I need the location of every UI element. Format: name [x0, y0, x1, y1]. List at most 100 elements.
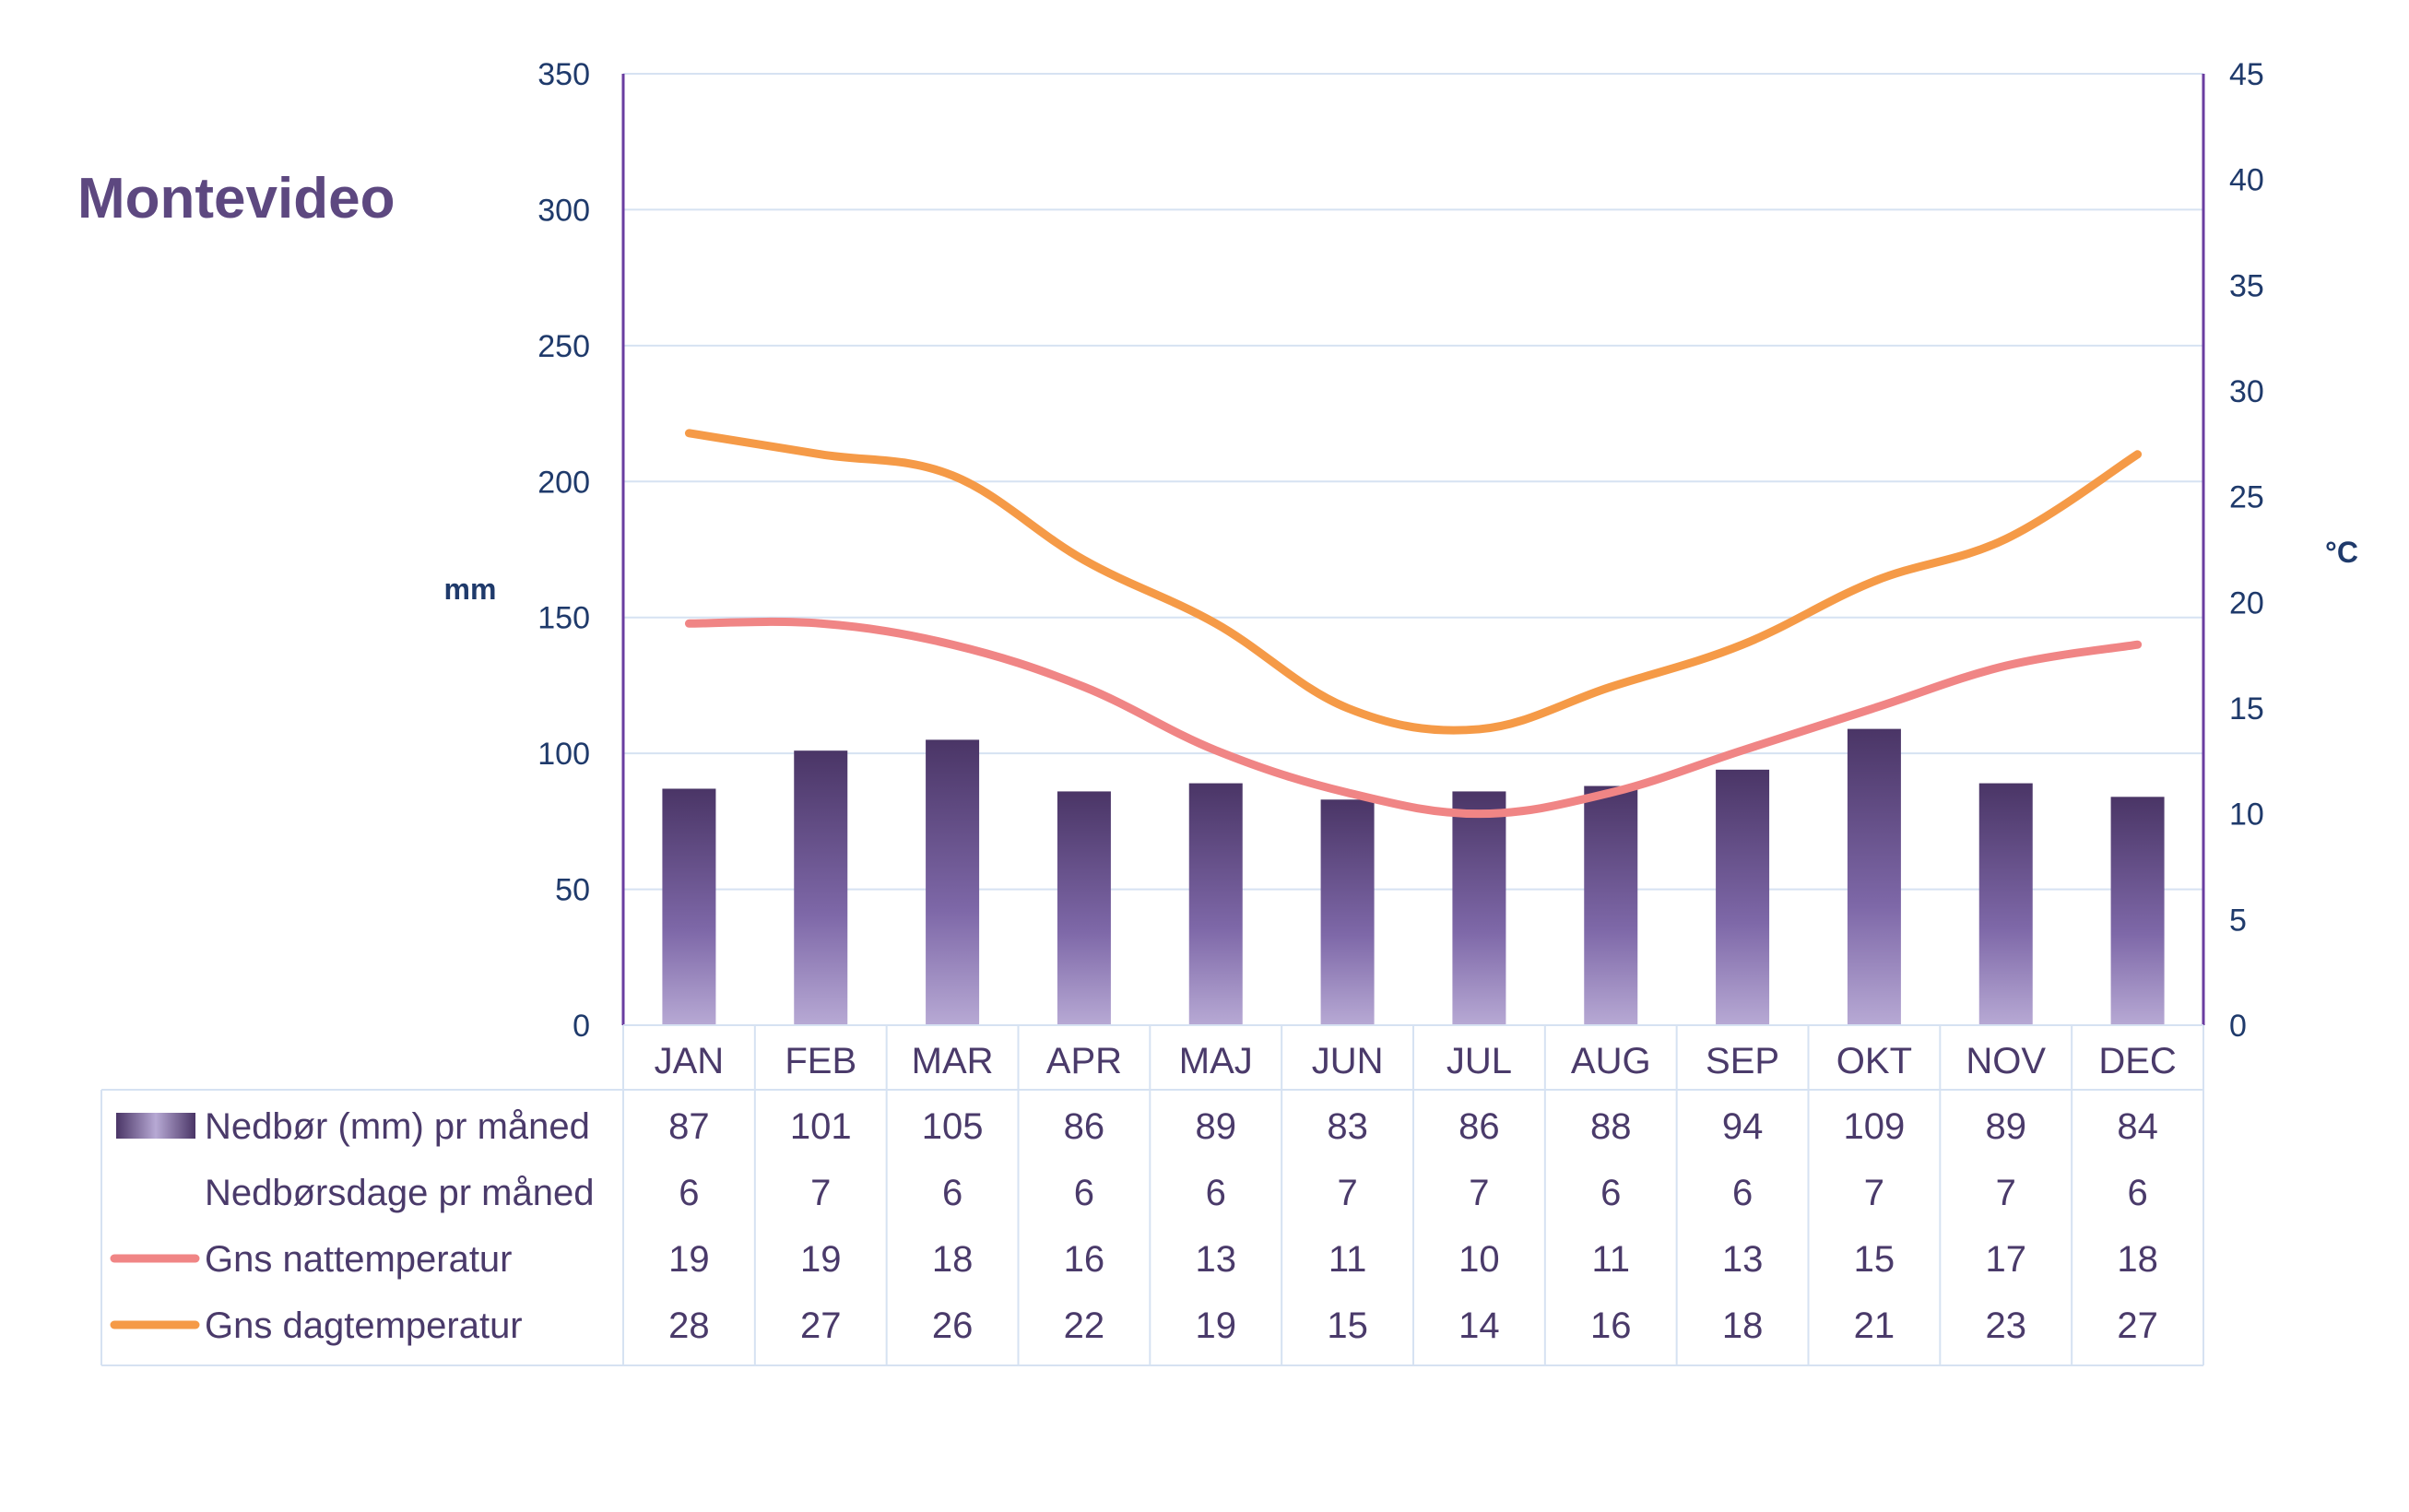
table-cell: 27 — [800, 1305, 842, 1346]
month-label: DEC — [2098, 1041, 2176, 1081]
table-cell: 6 — [1600, 1173, 1621, 1213]
table-cell: 87 — [668, 1106, 710, 1147]
y-left-tick-label: 250 — [537, 329, 590, 364]
y-right-tick-label: 25 — [2229, 480, 2264, 515]
table-cell: 19 — [668, 1239, 710, 1280]
table-cell: 86 — [1064, 1106, 1105, 1147]
table-cell: 7 — [1996, 1173, 2016, 1213]
y-right-tick-label: 40 — [2229, 163, 2264, 198]
gridlines — [623, 73, 2203, 891]
table-cell: 84 — [2117, 1106, 2158, 1147]
table-row-label: Nedbør (mm) pr måned — [205, 1106, 590, 1147]
table-row-label: Gns dagtemperatur — [205, 1305, 523, 1346]
y-left-tick-label: 150 — [537, 601, 590, 636]
month-label: MAR — [912, 1041, 994, 1081]
lines-group — [684, 429, 2143, 819]
night-temperature-line — [684, 617, 2143, 819]
y-left-unit-label: mm — [444, 573, 497, 606]
table-cell: 6 — [1206, 1173, 1226, 1213]
y-left-tick-label: 50 — [555, 873, 590, 908]
table-cell: 89 — [1196, 1106, 1237, 1147]
y-left-tick-label: 100 — [537, 737, 590, 772]
table-cell: 6 — [679, 1173, 699, 1213]
y-left-tick-label: 300 — [537, 193, 590, 228]
table-cell: 19 — [1196, 1305, 1237, 1346]
y-right-tick-label: 5 — [2229, 903, 2247, 938]
table-cell: 86 — [1458, 1106, 1500, 1147]
table-cell: 109 — [1844, 1106, 1906, 1147]
table-cell: 19 — [800, 1239, 842, 1280]
table-cell: 14 — [1458, 1305, 1500, 1346]
table-cell: 6 — [1074, 1173, 1094, 1213]
table-cell: 16 — [1064, 1239, 1105, 1280]
bar-dec — [2110, 797, 2165, 1025]
table-cell: 6 — [1732, 1173, 1753, 1213]
month-label: MAJ — [1179, 1041, 1253, 1081]
bar-feb — [794, 750, 848, 1025]
y-right-tick-label: 20 — [2229, 585, 2264, 620]
month-label: APR — [1046, 1041, 1122, 1081]
month-label: JUN — [1312, 1041, 1384, 1081]
table-cell: 6 — [942, 1173, 962, 1213]
table-cell: 23 — [1986, 1305, 2027, 1346]
table-cell: 83 — [1327, 1106, 1368, 1147]
y-right-tick-label: 15 — [2229, 691, 2264, 726]
bar-okt — [1847, 728, 1901, 1025]
axes-group: 0 50 100 150 200 250 300 350 0 5 10 15 20 25 30 35 40 45 m… — [444, 57, 2358, 1044]
y-right-tick-label: 45 — [2229, 57, 2264, 92]
y-right-tick-label: 10 — [2229, 797, 2264, 833]
table-cell: 88 — [1590, 1106, 1632, 1147]
y-right-tick-label: 35 — [2229, 268, 2264, 303]
data-table: JAN FEB MAR APR MAJ JUN JUL AUG SEP OKT NOV DEC Nedb… — [100, 1024, 2204, 1366]
table-cell: 21 — [1854, 1305, 1895, 1346]
table-cell: 105 — [922, 1106, 984, 1147]
y-left-tick-label: 200 — [537, 465, 590, 500]
table-cell: 15 — [1327, 1305, 1368, 1346]
table-cell: 18 — [2117, 1239, 2158, 1280]
table-cell: 7 — [810, 1173, 831, 1213]
table-cell: 27 — [2117, 1305, 2158, 1346]
y-left-tick-label: 0 — [573, 1009, 590, 1044]
y-left-tick-label: 350 — [537, 57, 590, 92]
table-cell: 7 — [1864, 1173, 1884, 1213]
table-cell: 11 — [1328, 1239, 1367, 1280]
bars-group — [662, 728, 2165, 1025]
table-cell: 94 — [1722, 1106, 1764, 1147]
bar-jul — [1452, 791, 1506, 1025]
chart-title: Montevideo — [77, 167, 396, 230]
month-label: JUL — [1447, 1041, 1512, 1081]
bar-sep — [1716, 769, 1770, 1025]
table-cell: 10 — [1458, 1239, 1500, 1280]
bar-aug — [1584, 786, 1638, 1025]
table-cell: 101 — [790, 1106, 852, 1147]
month-label: SEP — [1706, 1041, 1779, 1081]
month-label: AUG — [1571, 1041, 1651, 1081]
month-label: NOV — [1966, 1041, 2046, 1081]
table-cell: 22 — [1064, 1305, 1105, 1346]
legend-key-precip — [116, 1113, 195, 1139]
table-cell: 11 — [1591, 1239, 1630, 1280]
table-cell: 28 — [668, 1305, 710, 1346]
table-cell: 89 — [1986, 1106, 2027, 1147]
table-cell: 16 — [1590, 1305, 1632, 1346]
table-cell: 13 — [1196, 1239, 1237, 1280]
table-cell: 26 — [932, 1305, 974, 1346]
month-label: JAN — [655, 1041, 725, 1081]
bar-nov — [1978, 783, 2033, 1025]
y-right-tick-label: 30 — [2229, 374, 2264, 409]
table-cell: 15 — [1854, 1239, 1895, 1280]
table-cell: 7 — [1337, 1173, 1357, 1213]
bar-maj — [1188, 783, 1243, 1025]
table-cell: 6 — [2127, 1173, 2147, 1213]
table-row-label: Gns nattemperatur — [205, 1239, 513, 1280]
table-cell: 7 — [1469, 1173, 1489, 1213]
day-temperature-line — [684, 429, 2143, 735]
table-cell: 13 — [1722, 1239, 1764, 1280]
month-label: OKT — [1836, 1041, 1912, 1081]
bar-apr — [1057, 791, 1111, 1025]
table-cell: 18 — [1722, 1305, 1764, 1346]
table-cell: 17 — [1986, 1239, 2027, 1280]
month-label: FEB — [785, 1041, 856, 1081]
y-right-tick-label: 0 — [2229, 1009, 2247, 1044]
